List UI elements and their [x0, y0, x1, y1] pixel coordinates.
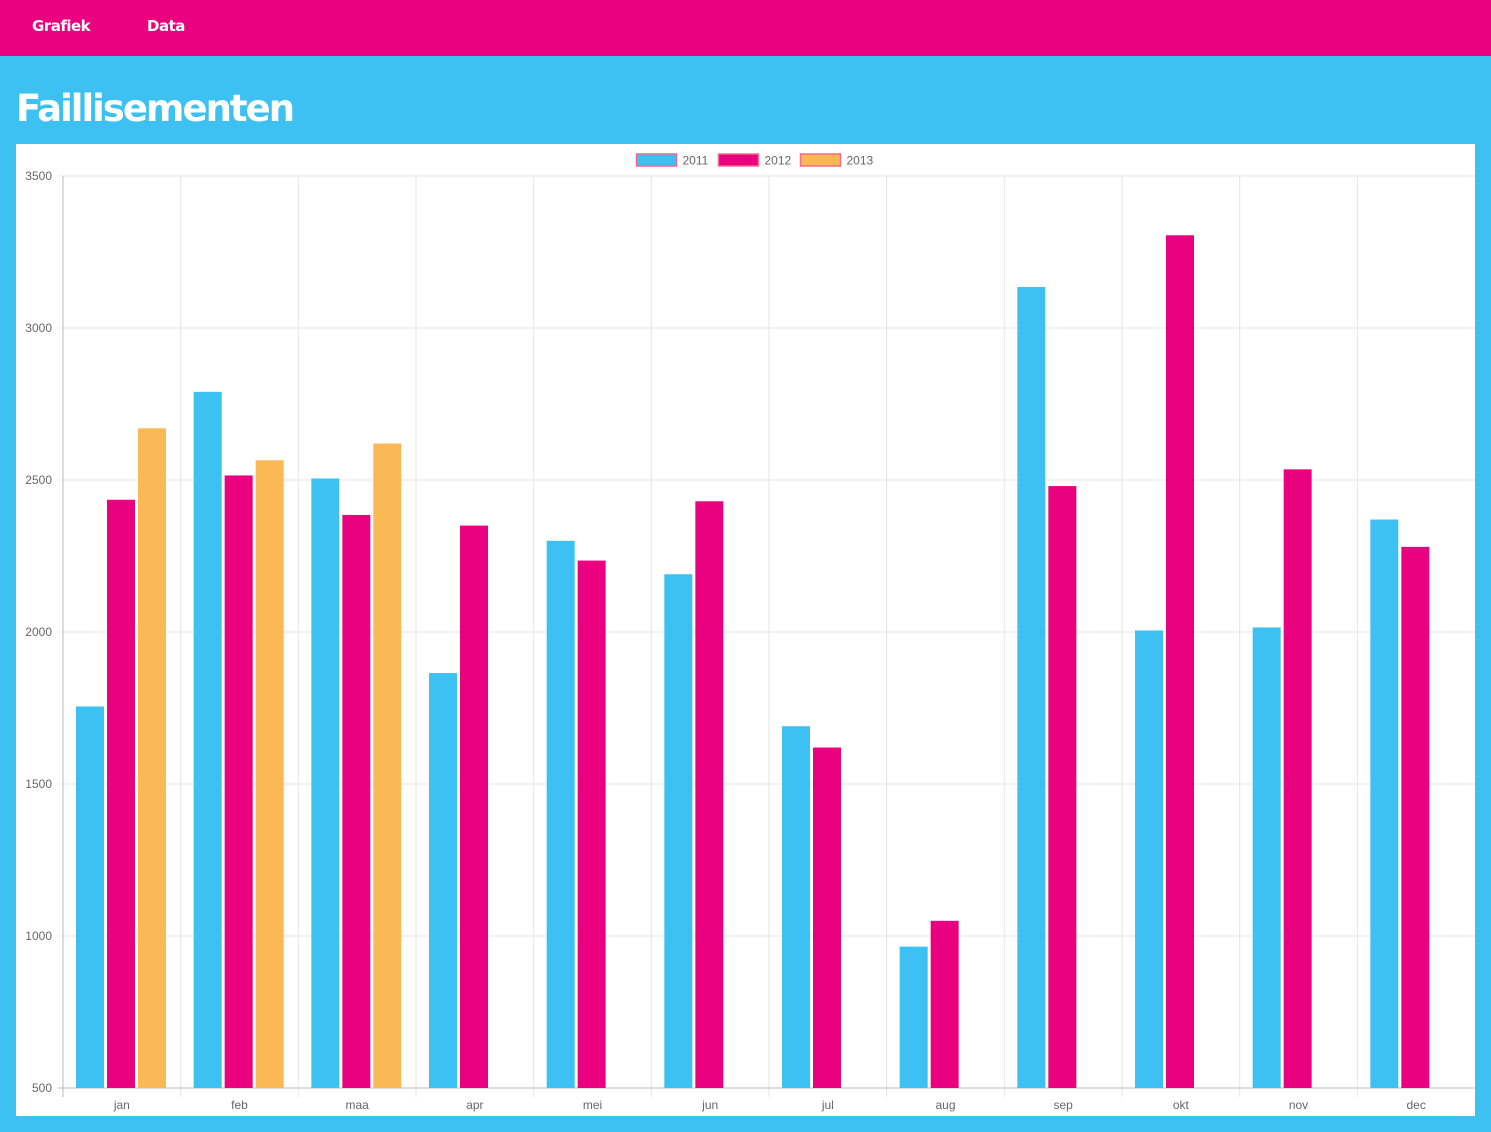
bar-chart: 500 1000 1500 2000 2500 3000 3500 jan feb maa apr m… [25, 153, 1475, 1112]
bar-2011-apr[interactable] [429, 673, 457, 1088]
bar-2011-dec[interactable] [1370, 519, 1399, 1088]
bar-2013-maa[interactable] [373, 443, 402, 1088]
legend-swatch-2011[interactable] [635, 153, 678, 167]
y-tick-label: 2000 [25, 625, 52, 639]
bar-2011-maa[interactable] [311, 478, 340, 1089]
nav-link-grafiek[interactable]: Grafiek [32, 17, 91, 35]
legend-swatch-2012[interactable] [717, 153, 760, 167]
bar-2013-feb[interactable] [255, 460, 284, 1088]
bar-2012-jan[interactable] [107, 499, 135, 1088]
x-tick-label: aug [935, 1098, 955, 1112]
x-tick-label: jun [701, 1098, 718, 1112]
legend-label-2012[interactable]: 2012 [765, 154, 792, 168]
x-tick-label: maa [345, 1098, 369, 1112]
bar-2012-mei[interactable] [577, 560, 606, 1088]
bar-2011-jul[interactable] [782, 726, 810, 1088]
nav-link-data[interactable]: Data [147, 17, 185, 35]
bar-2012-aug[interactable] [930, 920, 959, 1088]
bar-2012-sep[interactable] [1048, 486, 1077, 1089]
bar-2012-feb[interactable] [224, 475, 253, 1088]
bar-2011-nov[interactable] [1252, 627, 1281, 1088]
x-tick-label: feb [231, 1098, 248, 1112]
bar-2011-okt[interactable] [1135, 630, 1163, 1088]
x-tick-label: sep [1053, 1098, 1073, 1112]
bar-2012-nov[interactable] [1283, 469, 1312, 1088]
y-tick-label: 3500 [25, 169, 52, 183]
legend-swatch-2013[interactable] [799, 153, 842, 167]
x-tick-label: okt [1173, 1098, 1190, 1112]
bar-2012-apr[interactable] [460, 525, 488, 1088]
x-tick-label: nov [1289, 1098, 1308, 1112]
bar-2012-okt[interactable] [1166, 235, 1194, 1088]
x-tick-label: jan [113, 1098, 130, 1112]
bar-2011-aug[interactable] [899, 946, 928, 1088]
bar-2011-feb[interactable] [193, 391, 222, 1089]
bar-2012-jun[interactable] [695, 501, 724, 1088]
top-navigation-bar: Grafiek Data [0, 0, 1491, 56]
y-tick-label: 500 [32, 1081, 52, 1095]
bar-2012-maa[interactable] [342, 514, 371, 1088]
legend-label-2011[interactable]: 2011 [683, 154, 709, 168]
x-tick-label: dec [1406, 1098, 1425, 1112]
y-tick-label: 2500 [25, 473, 52, 487]
bar-2011-sep[interactable] [1017, 286, 1046, 1088]
chart-panel: 500 1000 1500 2000 2500 3000 3500 jan feb maa apr m… [16, 144, 1475, 1116]
bar-2011-mei[interactable] [546, 540, 575, 1088]
x-tick-label: jul [821, 1098, 834, 1112]
x-tick-label: mei [583, 1098, 602, 1112]
page-title: Faillisementen [16, 87, 295, 130]
bar-2011-jun[interactable] [664, 574, 693, 1088]
x-tick-label: apr [466, 1098, 483, 1112]
bar-2013-jan[interactable] [138, 428, 166, 1088]
bar-2012-dec[interactable] [1401, 546, 1430, 1088]
bar-2011-jan[interactable] [76, 706, 104, 1088]
y-tick-label: 3000 [25, 321, 52, 335]
y-tick-label: 1000 [25, 929, 52, 943]
legend-label-2013[interactable]: 2013 [847, 154, 874, 168]
bar-2012-jul[interactable] [813, 747, 841, 1088]
y-tick-label: 1500 [25, 777, 52, 791]
